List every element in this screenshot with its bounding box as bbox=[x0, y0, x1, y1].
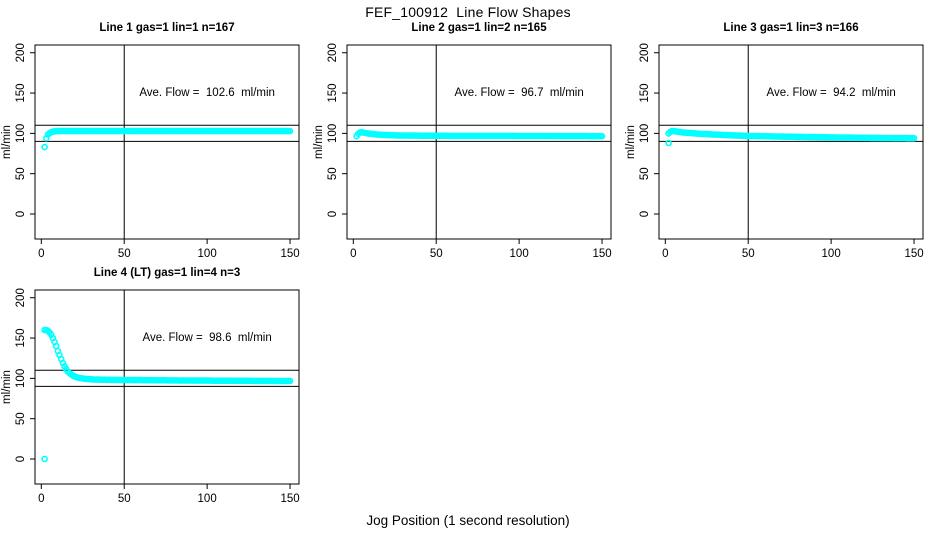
subplot-line3: Line 3 gas=1 lin=3 n=166 Ave. Flow = 94.… bbox=[624, 20, 936, 260]
subplot-line2-title: Line 2 gas=1 lin=2 n=165 bbox=[411, 22, 547, 34]
y-tick-label: 200 bbox=[327, 43, 339, 62]
y-tick-label: 0 bbox=[15, 456, 27, 462]
y-tick-label: 0 bbox=[327, 211, 339, 217]
y-tick-label: 0 bbox=[15, 211, 27, 217]
y-tick-label: 150 bbox=[639, 83, 651, 102]
y-tick-label: 50 bbox=[15, 412, 27, 425]
data-point bbox=[286, 377, 294, 385]
x-tick-label: 150 bbox=[592, 248, 611, 260]
subplot-line2-ave-flow-label: Ave. Flow = 96.7 ml/min bbox=[454, 87, 584, 100]
subplot-line1-ave-flow-label: Ave. Flow = 102.6 ml/min bbox=[139, 87, 275, 100]
subplot-line1-title: Line 1 gas=1 lin=1 n=167 bbox=[99, 22, 235, 34]
y-tick-label: 150 bbox=[15, 83, 27, 102]
x-axis-label: Jog Position (1 second resolution) bbox=[366, 513, 570, 528]
x-tick-label: 100 bbox=[198, 248, 217, 260]
x-tick-label: 0 bbox=[662, 248, 668, 260]
y-tick-label: 200 bbox=[639, 43, 651, 62]
y-axis-label: ml/min bbox=[625, 125, 637, 159]
y-tick-label: 100 bbox=[639, 124, 651, 143]
x-tick-label: 100 bbox=[822, 248, 841, 260]
data-point bbox=[286, 127, 294, 135]
y-tick-label: 200 bbox=[15, 288, 27, 307]
data-point bbox=[41, 455, 48, 463]
y-tick-label: 200 bbox=[15, 43, 27, 62]
data-point bbox=[910, 134, 918, 142]
x-tick-label: 0 bbox=[38, 248, 44, 260]
plot-box bbox=[658, 44, 924, 240]
subplot-line2-canvas: 0 50 100 150 0 50 100 150 200 ml/min bbox=[313, 43, 612, 260]
x-tick-label: 100 bbox=[198, 493, 217, 505]
x-tick-label: 150 bbox=[904, 248, 923, 260]
x-tick-label: 150 bbox=[280, 493, 299, 505]
y-tick-label: 50 bbox=[15, 167, 27, 180]
data-point bbox=[59, 359, 67, 367]
x-tick-label: 150 bbox=[280, 248, 299, 260]
y-tick-label: 100 bbox=[15, 124, 27, 143]
subplot-line3-title: Line 3 gas=1 lin=3 n=166 bbox=[723, 22, 859, 34]
subplot-line1: Line 1 gas=1 lin=1 n=167 Ave. Flow = 102… bbox=[0, 20, 312, 260]
y-axis-label: ml/min bbox=[313, 125, 325, 159]
y-axis-label: ml/min bbox=[1, 125, 13, 159]
y-axis-label: ml/min bbox=[1, 370, 13, 404]
y-tick-label: 50 bbox=[327, 167, 339, 180]
plot-box bbox=[34, 44, 300, 240]
data-point bbox=[41, 143, 48, 151]
subplot-line4: Line 4 (LT) gas=1 lin=4 n=3 Ave. Flow = … bbox=[0, 265, 312, 505]
subplot-line4-canvas: 0 50 100 150 0 50 100 150 200 ml/min bbox=[1, 288, 300, 505]
plot-box bbox=[34, 289, 300, 485]
subplot-line4-ave-flow-label: Ave. Flow = 98.6 ml/min bbox=[142, 332, 272, 345]
x-tick-label: 50 bbox=[430, 248, 443, 260]
x-tick-label: 0 bbox=[350, 248, 356, 260]
y-tick-label: 0 bbox=[639, 211, 651, 217]
x-tick-label: 50 bbox=[742, 248, 755, 260]
y-tick-label: 150 bbox=[15, 328, 27, 347]
x-tick-label: 50 bbox=[118, 493, 131, 505]
data-point bbox=[598, 132, 606, 140]
subplot-line2: Line 2 gas=1 lin=2 n=165 Ave. Flow = 96.… bbox=[312, 20, 624, 260]
y-tick-label: 50 bbox=[639, 167, 651, 180]
subplot-line1-canvas: 0 50 100 150 0 50 100 150 200 ml/min bbox=[1, 43, 300, 260]
subplot-line3-ave-flow-label: Ave. Flow = 94.2 ml/min bbox=[766, 87, 896, 100]
y-tick-label: 150 bbox=[327, 83, 339, 102]
y-tick-label: 100 bbox=[327, 124, 339, 143]
x-tick-label: 50 bbox=[118, 248, 131, 260]
x-tick-label: 0 bbox=[38, 493, 44, 505]
subplot-line4-title: Line 4 (LT) gas=1 lin=4 n=3 bbox=[93, 267, 241, 279]
subplot-line3-canvas: 0 50 100 150 0 50 100 150 200 ml/min bbox=[625, 43, 924, 260]
page-title: FEF_100912 Line Flow Shapes bbox=[365, 4, 571, 20]
data-point bbox=[665, 139, 672, 147]
y-tick-label: 100 bbox=[15, 369, 27, 388]
plot-box bbox=[346, 44, 612, 240]
x-tick-label: 100 bbox=[510, 248, 529, 260]
